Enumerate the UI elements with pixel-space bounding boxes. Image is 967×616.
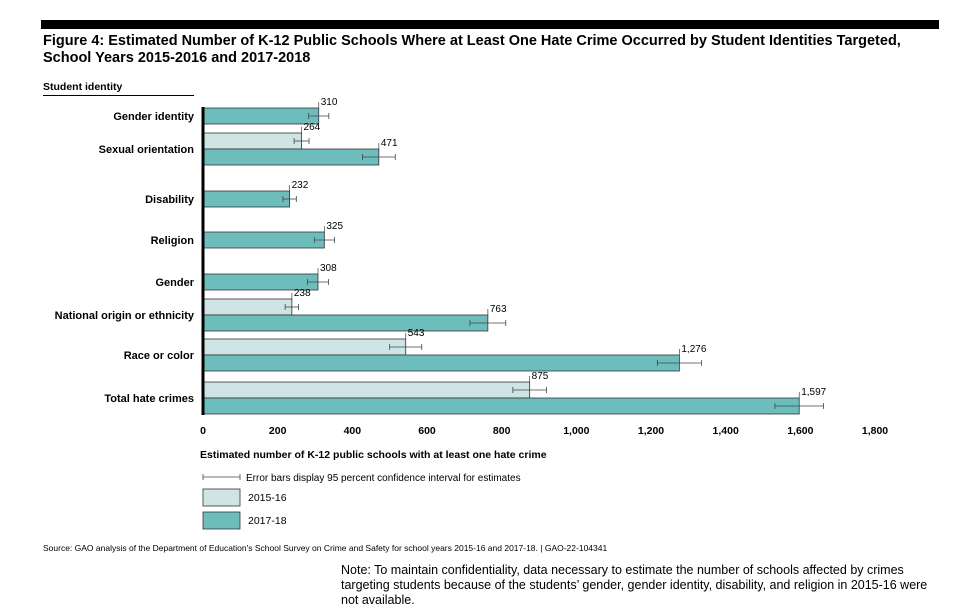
- category-label: Disability: [145, 194, 195, 206]
- category-label: Race or color: [124, 350, 195, 362]
- bar-2017-18-disability: [202, 190, 291, 208]
- category-label: Sexual orientation: [99, 144, 195, 156]
- x-tick-label: 1,800: [862, 425, 888, 437]
- figure-title: Figure 4: Estimated Number of K-12 Publi…: [43, 33, 901, 66]
- category-label: Total hate crimes: [104, 393, 194, 405]
- bar-2015-16-race-or-color: [202, 338, 407, 356]
- source-text: Source: GAO analysis of the Department o…: [43, 543, 608, 553]
- legend-label: 2015-16: [248, 492, 287, 504]
- legend-label: 2017-18: [248, 515, 287, 527]
- legend-swatch-2017-18: [202, 511, 241, 530]
- bar-chart: Gender identity 310 Sexual orientation 264 4…: [55, 97, 888, 530]
- note-text: Note: To maintain confidentiality, data …: [341, 563, 928, 607]
- top-rule: [41, 20, 939, 29]
- data-label: 1,597: [801, 387, 826, 398]
- x-tick-label: 1,400: [713, 425, 739, 437]
- bar-2017-18-sexual-orientation: [202, 148, 380, 166]
- bar-2015-16-total-hate-crimes: [202, 381, 531, 399]
- bar-2017-18-religion: [202, 231, 325, 249]
- x-tick-label: 0: [200, 425, 206, 437]
- data-label: 308: [320, 263, 337, 274]
- data-label: 238: [294, 288, 311, 299]
- x-tick-label: 1,200: [638, 425, 664, 437]
- data-label: 471: [381, 138, 398, 149]
- data-label: 310: [321, 97, 338, 108]
- category-label: National origin or ethnicity: [55, 310, 195, 322]
- data-label: 264: [304, 122, 321, 133]
- legend-swatch-2015-16: [202, 488, 241, 507]
- data-label: 543: [408, 328, 425, 339]
- bar-2015-16-national-origin-or-ethnicity: [202, 298, 293, 316]
- category-label: Gender: [155, 277, 194, 289]
- bar-2017-18-gender-identity: [202, 107, 320, 125]
- x-tick-label: 800: [493, 425, 511, 437]
- x-tick-label: 600: [418, 425, 436, 437]
- data-label: 763: [490, 304, 507, 315]
- category-label: Religion: [151, 235, 195, 247]
- data-label: 232: [292, 180, 309, 191]
- plot-area: Gender identity 310 Sexual orientation 264 4…: [55, 97, 888, 530]
- legend-error-bar-text: Error bars display 95 percent confidence…: [246, 473, 521, 484]
- bar-2017-18-national-origin-or-ethnicity: [202, 314, 489, 332]
- category-axis-header: Student identity: [43, 81, 194, 96]
- x-axis-title: Estimated number of K-12 public schools …: [200, 449, 547, 461]
- data-label: 875: [532, 371, 549, 382]
- x-tick-label: 1,000: [563, 425, 589, 437]
- bar-2015-16-sexual-orientation: [202, 132, 302, 150]
- data-label: 325: [326, 221, 343, 232]
- x-tick-label: 200: [269, 425, 287, 437]
- category-label: Gender identity: [113, 111, 195, 123]
- x-tick-label: 1,600: [787, 425, 813, 437]
- x-tick-label: 400: [344, 425, 362, 437]
- bar-2017-18-total-hate-crimes: [202, 397, 800, 415]
- data-label: 1,276: [681, 344, 706, 355]
- bar-2017-18-race-or-color: [202, 354, 680, 372]
